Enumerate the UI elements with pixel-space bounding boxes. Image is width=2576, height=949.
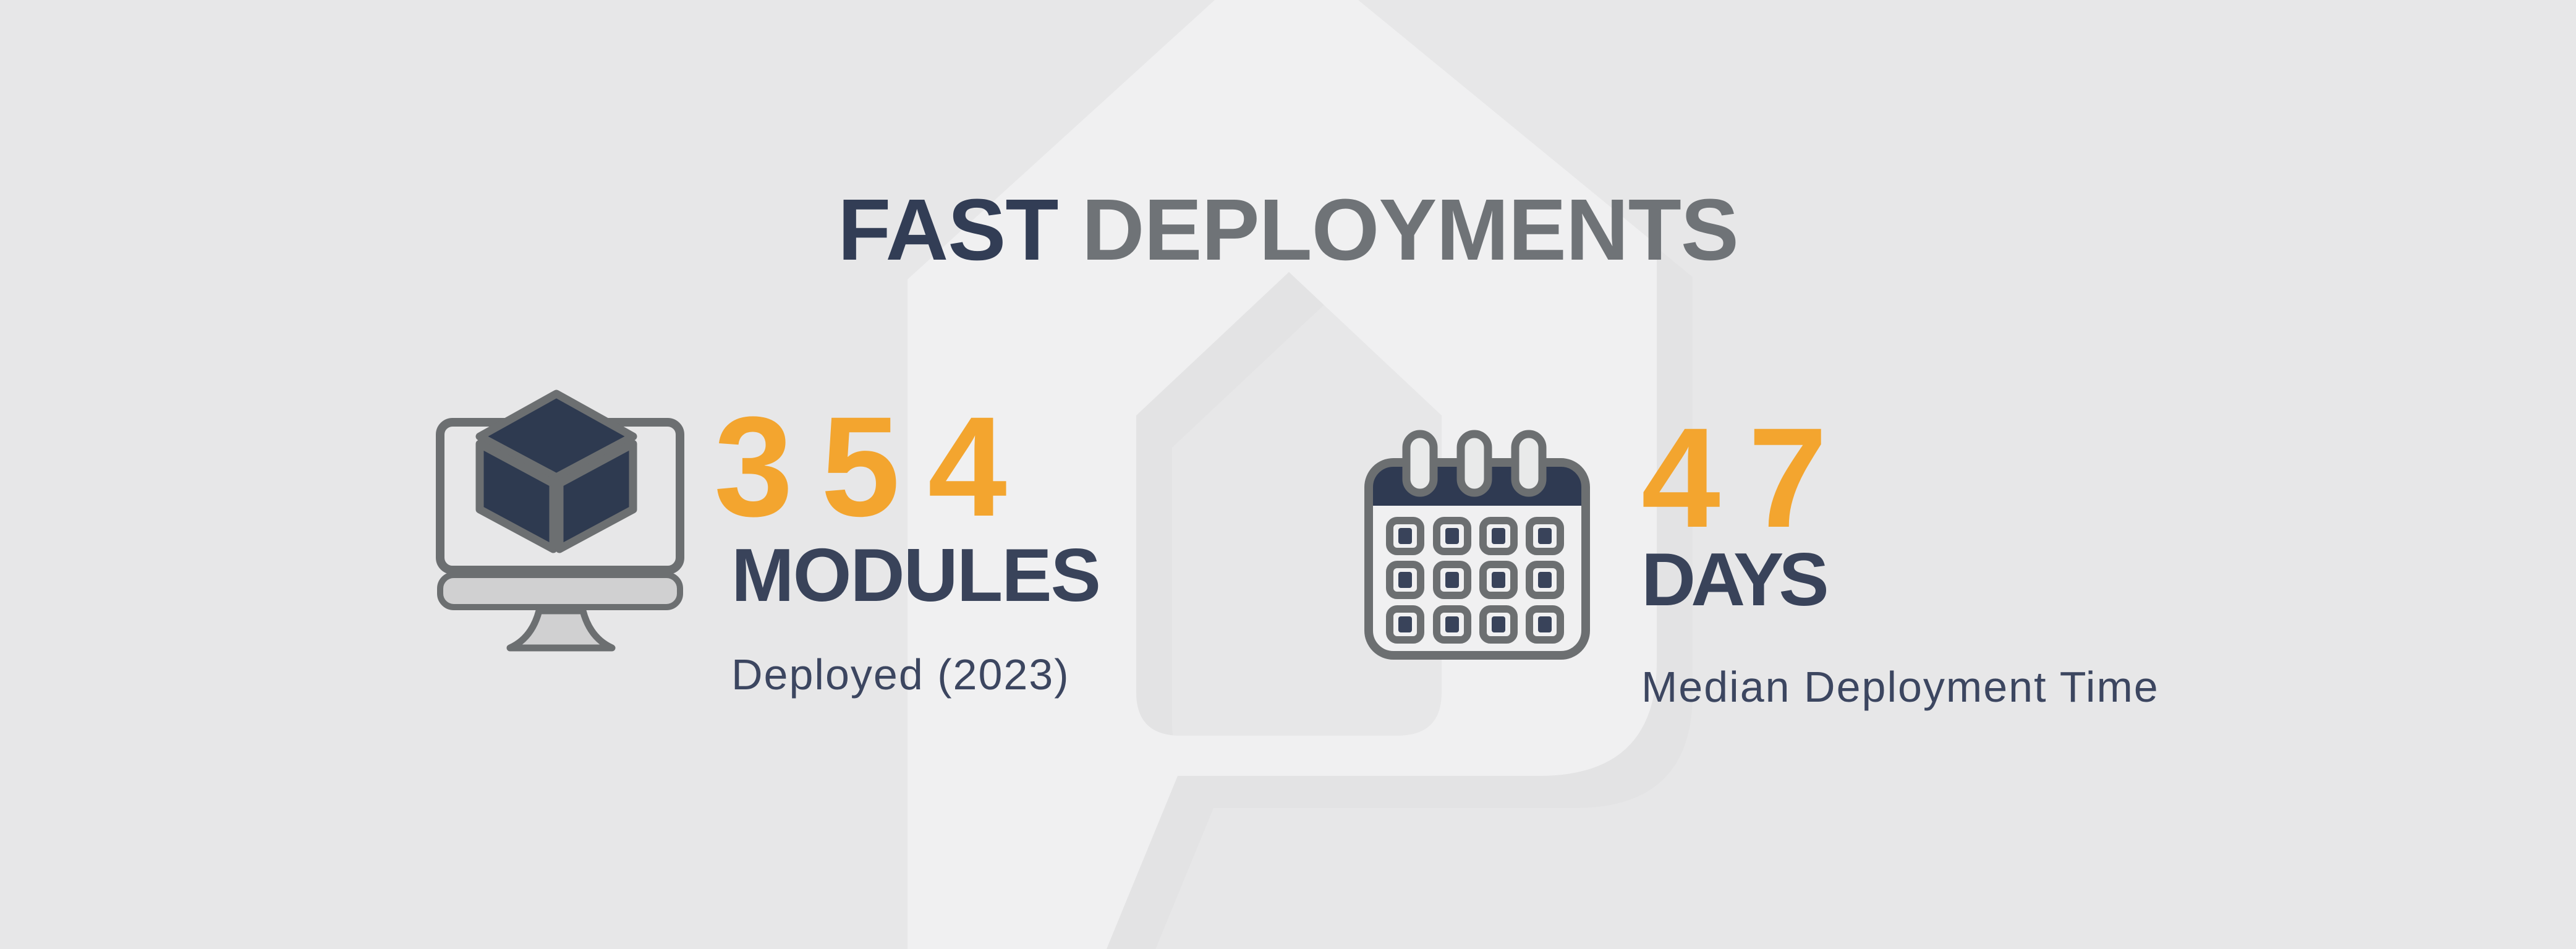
cube-glyph bbox=[475, 389, 637, 553]
calendar-icon bbox=[1364, 430, 1590, 660]
title-rest: DEPLOYMENTS bbox=[1058, 181, 1739, 278]
monitor-frame bbox=[436, 418, 684, 652]
stat-days-value: 47 bbox=[1641, 398, 1855, 557]
watermark-p-shape bbox=[908, 0, 1657, 949]
cube-monitor-icon bbox=[436, 389, 684, 652]
stat-days-description: Median Deployment Time bbox=[1641, 663, 2159, 711]
title-emphasis: FAST bbox=[838, 181, 1058, 278]
page-title: FAST DEPLOYMENTS bbox=[0, 186, 2576, 273]
stat-modules-value: 354 bbox=[714, 387, 1035, 546]
calendar-rings bbox=[1402, 430, 1547, 497]
stat-modules-label: MODULES bbox=[731, 533, 1101, 617]
stat-days-label: DAYS bbox=[1641, 537, 1829, 621]
stat-modules-description: Deployed (2023) bbox=[731, 650, 1070, 699]
calendar-day-cells bbox=[1386, 517, 1564, 644]
